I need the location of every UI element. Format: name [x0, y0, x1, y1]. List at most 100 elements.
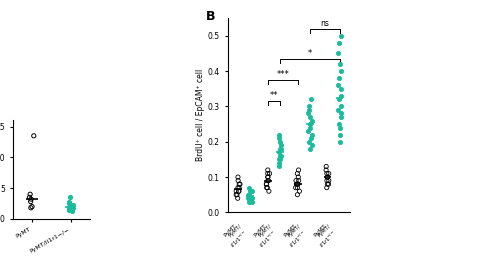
Point	[292, 186, 300, 190]
Point	[306, 147, 314, 151]
Point	[66, 205, 74, 209]
Text: **: **	[270, 91, 278, 100]
Point	[244, 193, 252, 197]
Point	[276, 154, 283, 158]
Point	[335, 41, 343, 45]
Text: PyMT: PyMT	[283, 223, 298, 238]
Point	[275, 136, 283, 140]
Point	[26, 199, 34, 204]
Point	[264, 178, 272, 183]
Point	[276, 157, 284, 161]
Point	[69, 206, 77, 210]
Point	[234, 178, 242, 183]
Point	[246, 196, 254, 200]
Point	[304, 129, 312, 133]
Text: ***: ***	[276, 70, 289, 79]
Point	[308, 133, 316, 137]
Point	[264, 175, 272, 179]
Point	[334, 97, 342, 102]
Point	[264, 171, 272, 176]
Point	[294, 186, 302, 190]
Point	[294, 182, 302, 186]
Point	[337, 34, 345, 38]
Text: PyMT: PyMT	[313, 223, 328, 238]
Point	[336, 122, 344, 126]
Point	[275, 164, 283, 169]
Point	[336, 76, 344, 80]
Point	[294, 168, 302, 172]
Text: B: B	[206, 10, 215, 23]
Point	[334, 51, 342, 55]
Point	[276, 157, 283, 161]
Text: PyMT/
$Il1r1^{-/-}$: PyMT/ $Il1r1^{-/-}$	[224, 223, 250, 249]
Point	[304, 111, 312, 116]
Point	[308, 118, 316, 123]
Text: PyMT/
$Il1r1^{-/-}$: PyMT/ $Il1r1^{-/-}$	[254, 223, 280, 249]
Point	[245, 193, 253, 197]
Point	[336, 104, 344, 109]
Point	[234, 186, 242, 190]
Point	[65, 207, 73, 211]
Point	[276, 147, 283, 151]
Point	[294, 193, 302, 197]
Point	[308, 143, 316, 147]
Point	[304, 104, 312, 109]
Point	[233, 193, 241, 197]
Text: PyMT/
$Il1r1^{-/-}$: PyMT/ $Il1r1^{-/-}$	[313, 223, 340, 249]
Point	[248, 189, 256, 193]
Point	[337, 115, 345, 119]
Point	[322, 164, 330, 169]
Point	[64, 199, 72, 204]
Point	[234, 196, 241, 200]
Text: ns: ns	[320, 19, 329, 28]
Point	[336, 133, 344, 137]
Point	[232, 193, 240, 197]
Point	[248, 196, 256, 200]
Point	[306, 115, 314, 119]
Point	[294, 171, 302, 176]
Point	[306, 126, 314, 130]
Point	[275, 150, 283, 154]
Point	[262, 182, 270, 186]
Point	[264, 186, 272, 190]
Point	[232, 189, 240, 193]
Point	[66, 207, 74, 212]
Point	[296, 189, 304, 193]
Point	[65, 202, 73, 206]
Point	[244, 186, 252, 190]
Point	[68, 205, 76, 209]
Point	[275, 161, 283, 165]
Point	[265, 189, 273, 193]
Point	[307, 136, 315, 140]
Point	[26, 195, 34, 199]
Point	[336, 140, 344, 144]
Point	[275, 133, 283, 137]
Point	[235, 186, 243, 190]
Point	[305, 108, 313, 112]
Point	[337, 94, 345, 98]
Point	[337, 111, 345, 116]
Point	[248, 200, 256, 204]
Point	[264, 178, 272, 183]
Point	[246, 189, 254, 193]
Point	[323, 175, 331, 179]
Point	[334, 83, 342, 87]
Point	[277, 154, 285, 158]
Point	[235, 182, 243, 186]
Text: *: *	[308, 49, 312, 58]
Point	[324, 182, 332, 186]
Point	[262, 182, 270, 186]
Point	[307, 97, 315, 102]
Point	[262, 186, 270, 190]
Point	[68, 203, 76, 207]
Text: PyMT: PyMT	[253, 223, 268, 238]
Point	[336, 62, 344, 66]
Point	[324, 175, 332, 179]
Point	[292, 182, 300, 186]
Point	[294, 182, 302, 186]
Point	[26, 192, 34, 196]
Point	[324, 182, 332, 186]
Text: PyMT: PyMT	[224, 223, 238, 238]
Point	[234, 189, 242, 193]
Point	[323, 171, 331, 176]
